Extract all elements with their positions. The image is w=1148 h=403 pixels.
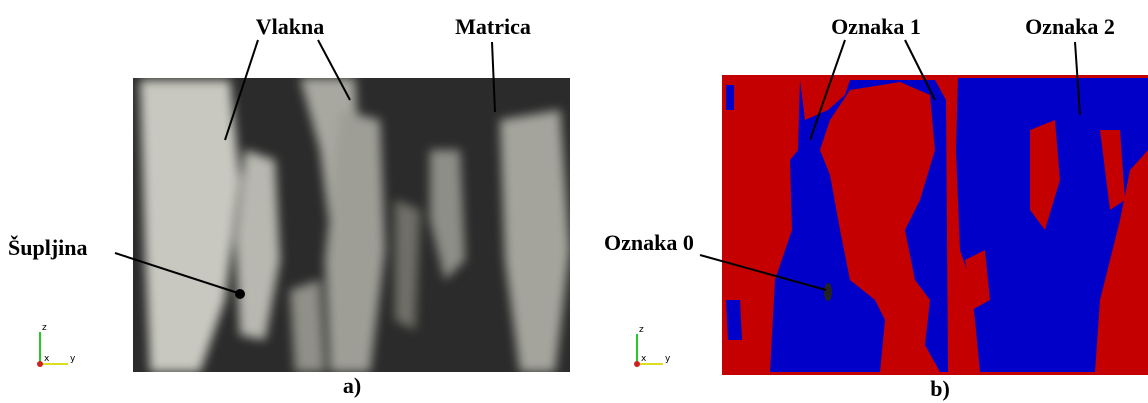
- panel-b: z x y Oznaka 1 Oznaka 2 Oznaka 0 b): [604, 14, 1148, 401]
- label: Matrica: [455, 14, 531, 39]
- caption: b): [930, 376, 950, 401]
- axis-label: x: [641, 354, 647, 364]
- label: Šupljina: [8, 235, 88, 260]
- label: Oznaka 2: [1025, 14, 1115, 39]
- axis-icon: z x y: [634, 325, 671, 367]
- label: Oznaka 0: [604, 230, 694, 255]
- scan-image: [133, 78, 570, 372]
- segmentation-image: [722, 75, 1148, 375]
- axis-label: y: [70, 354, 76, 364]
- label: Oznaka 1: [831, 14, 921, 39]
- axis-icon: z x y: [37, 323, 76, 367]
- axis-label: z: [42, 323, 47, 333]
- caption: a): [343, 373, 361, 398]
- axis-label: y: [665, 354, 671, 364]
- axis-label: z: [639, 325, 644, 335]
- axis-label: x: [44, 354, 50, 364]
- panel-a: z x y Vlakna Matrica Šupljina a): [8, 14, 570, 398]
- label: Vlakna: [256, 14, 324, 39]
